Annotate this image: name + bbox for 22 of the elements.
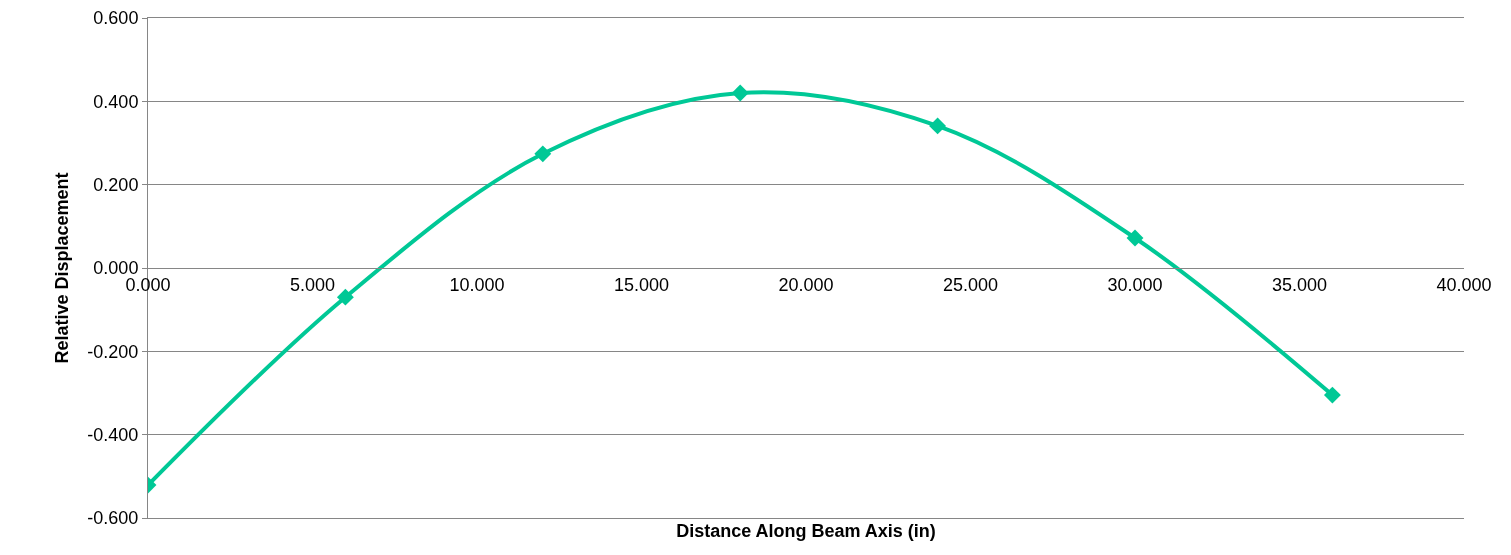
- y-axis-title: Relative Displacement: [51, 172, 72, 364]
- point: [731, 84, 749, 102]
- x-tick-label: 15.000: [613, 274, 670, 295]
- y-tick-label: -0.400: [87, 424, 139, 445]
- x-tick-label: 10.000: [449, 274, 505, 295]
- point: [929, 117, 947, 135]
- point: [534, 145, 552, 163]
- x-tick-label: 30.000: [1107, 274, 1163, 295]
- y-tick-label: 0.400: [93, 91, 139, 112]
- y-tick-label: 0.200: [93, 174, 139, 195]
- x-tick-label: 40.000: [1436, 274, 1492, 295]
- x-tick-label: 35.000: [1271, 274, 1328, 295]
- point: [336, 288, 354, 306]
- x-tick-label: 25.000: [942, 274, 999, 295]
- y-tick-label: 0.600: [93, 8, 139, 29]
- x-axis-title: Distance Along Beam Axis (in): [676, 521, 936, 542]
- y-tick-label: -0.200: [87, 341, 139, 362]
- point: [1323, 386, 1341, 404]
- y-tick-label: -0.600: [87, 508, 139, 529]
- x-tick-label: 20.000: [778, 274, 834, 295]
- point: [1126, 229, 1144, 247]
- x-tick-label: 5.000: [289, 274, 336, 295]
